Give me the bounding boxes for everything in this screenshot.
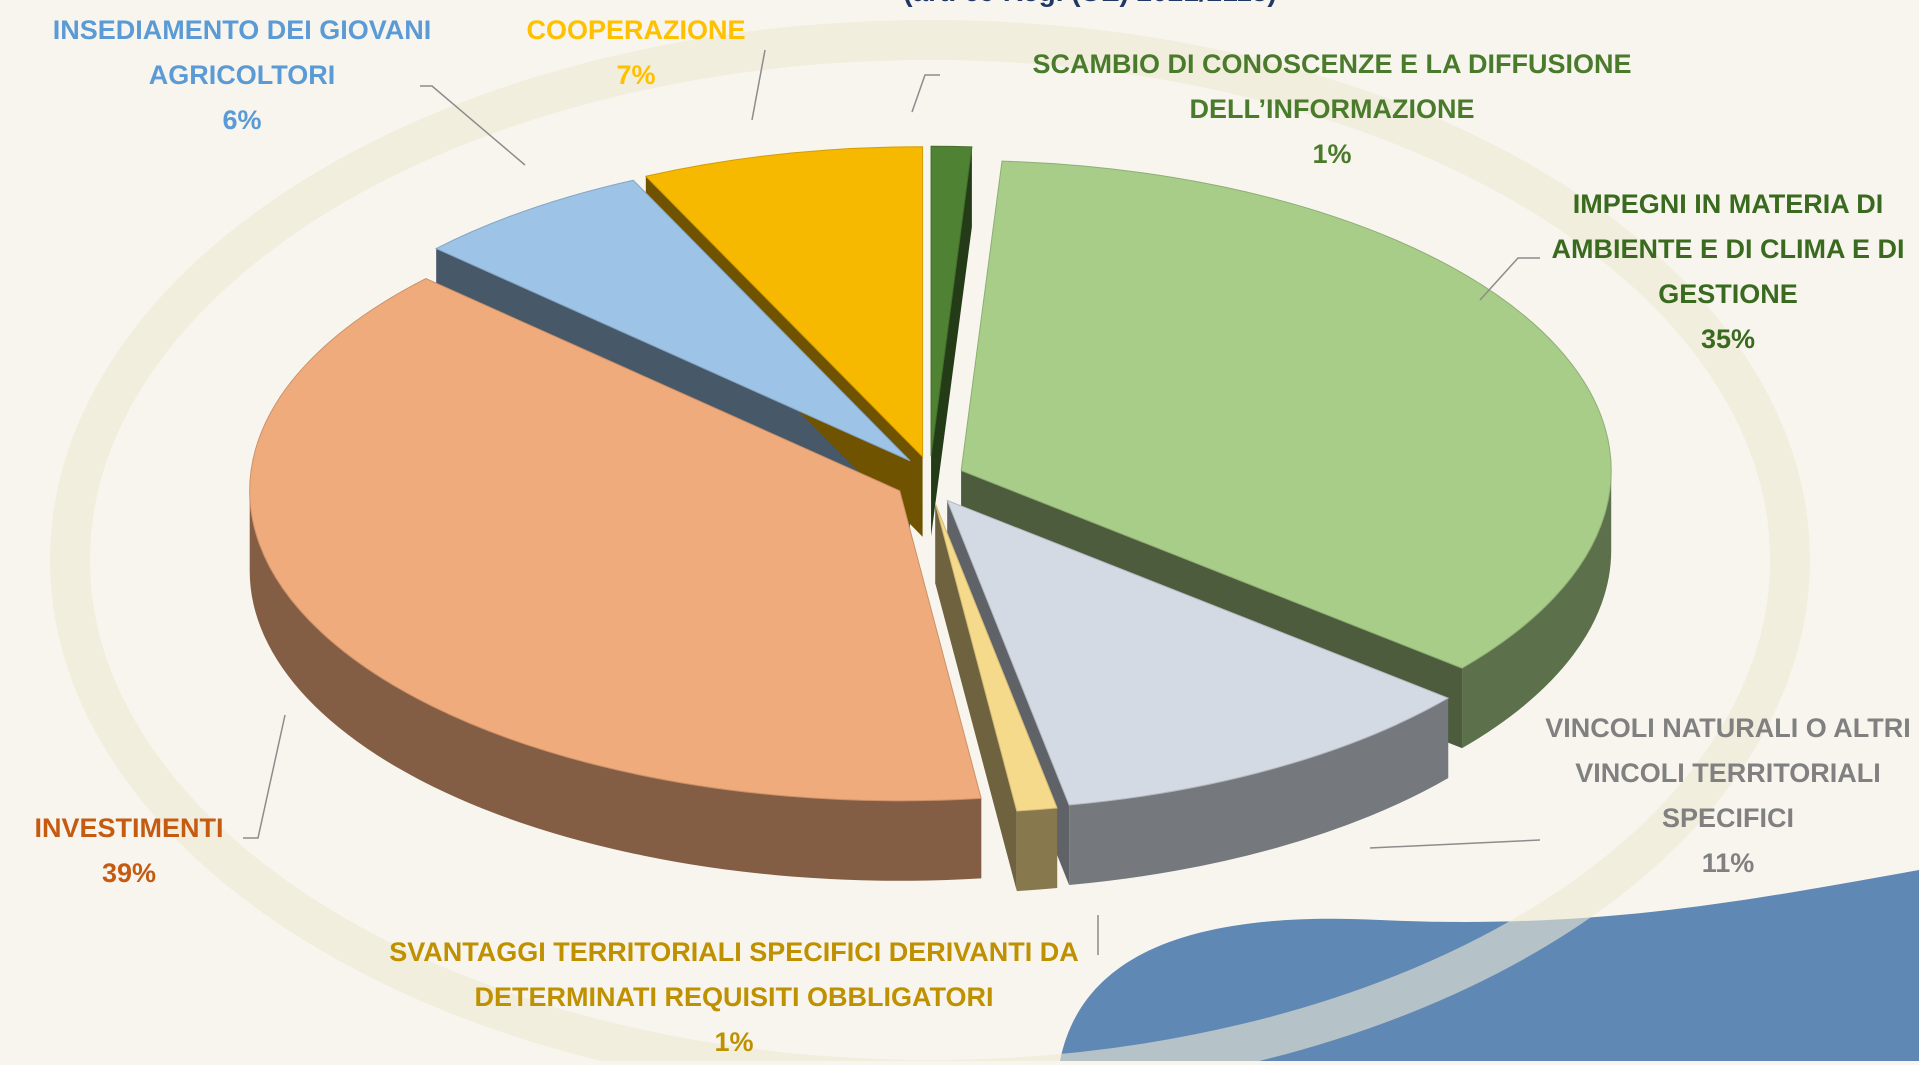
slice	[435, 179, 911, 462]
slice	[946, 499, 1450, 806]
leader-line	[243, 714, 286, 839]
value-label: 7%	[616, 60, 656, 90]
slice	[934, 503, 1058, 812]
category-label: IMPEGNI IN MATERIA DI AMBIENTE E DI CLIM…	[1551, 189, 1905, 309]
slice-side	[931, 146, 972, 537]
value-label: 6%	[222, 105, 262, 135]
value-label: 39%	[101, 858, 157, 888]
leader-line	[751, 49, 766, 121]
leader-line	[1369, 839, 1541, 849]
slice	[960, 160, 1612, 669]
slice	[644, 146, 924, 458]
background-ring	[50, 20, 1810, 1061]
slice	[249, 278, 982, 802]
value-label: 1%	[1312, 139, 1352, 169]
category-label: INSEDIAMENTO DEI GIOVANI AGRICOLTORI	[52, 15, 432, 90]
value-label: 35%	[1700, 324, 1756, 354]
slice-wall	[1462, 470, 1612, 749]
slice-wall	[1069, 698, 1449, 885]
value-label: 11%	[1701, 848, 1755, 878]
leader-line	[911, 74, 940, 113]
value-label: 1%	[714, 1027, 754, 1057]
slice-wall	[249, 490, 982, 881]
category-label: SVANTAGGI TERRITORIALI SPECIFICI DERIVAN…	[389, 937, 1079, 1012]
category-label: SCAMBIO DI CONOSCENZE E LA DIFFUSIONE DE…	[1032, 49, 1632, 124]
category-label: VINCOLI NATURALI O ALTRI VINCOLI TERRITO…	[1545, 713, 1911, 833]
slice	[930, 145, 973, 457]
category-label: INVESTIMENTI	[34, 813, 224, 843]
category-label: COOPERAZIONE	[526, 15, 746, 45]
slice-side	[935, 503, 1017, 892]
slice-wall	[1016, 808, 1058, 892]
leader-line	[420, 85, 526, 166]
leader-line	[1479, 257, 1540, 301]
chart-subtitle: (art. 69 Reg. (UE) 2021/2115)	[790, 0, 1390, 8]
